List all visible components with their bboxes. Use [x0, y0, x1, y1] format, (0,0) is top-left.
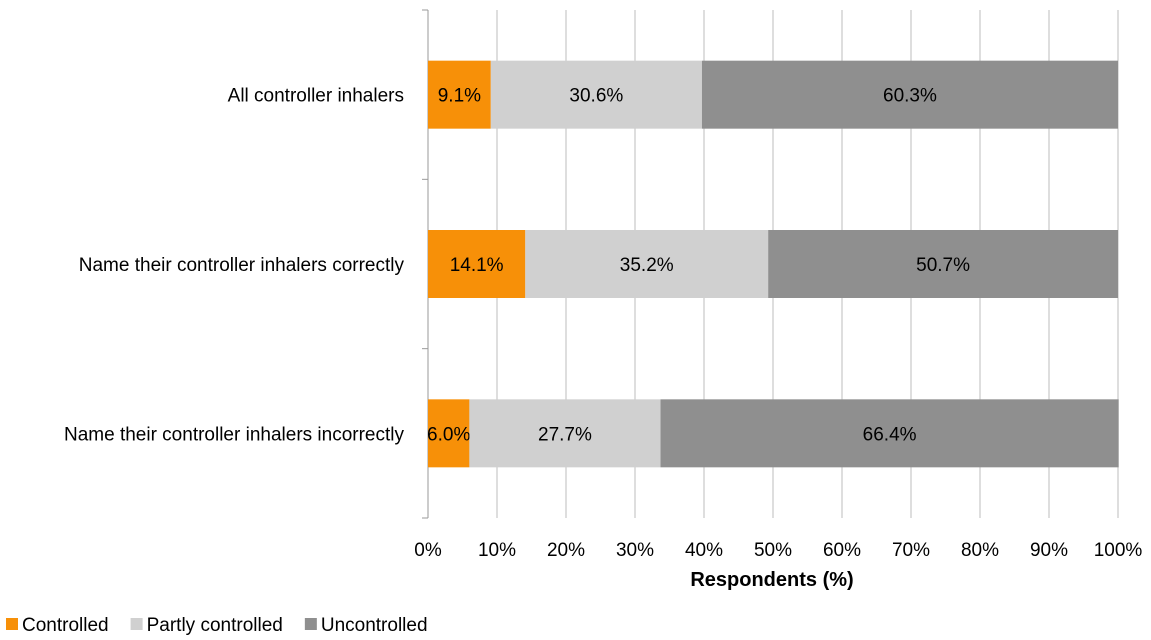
legend-swatch	[130, 618, 143, 630]
bar-uncontrolled	[660, 399, 1119, 468]
bar-uncontrolled	[768, 230, 1118, 298]
data-label: 60.3%	[883, 86, 937, 107]
bar-partly-controlled	[469, 399, 661, 468]
x-tick-label: 100%	[1094, 540, 1143, 561]
data-label: 35.2%	[620, 255, 674, 276]
category-axis-ticks	[422, 9, 428, 519]
x-axis-title: Respondents (%)	[690, 569, 853, 591]
data-label: 6.0%	[427, 424, 470, 445]
legend-swatch	[304, 618, 317, 630]
category-label: Name their controller inhalers incorrect…	[64, 424, 405, 445]
bar-controlled	[428, 60, 491, 129]
x-tick-label: 80%	[961, 540, 999, 561]
data-label: 66.4%	[863, 424, 917, 445]
x-tick-label: 0%	[414, 540, 442, 561]
bar-partly-controlled	[490, 60, 702, 129]
legend-label: Uncontrolled	[321, 615, 428, 636]
legend-label: Partly controlled	[147, 615, 283, 636]
data-label: 27.7%	[538, 424, 592, 445]
category-label: All controller inhalers	[228, 86, 404, 107]
category-label: Name their controller inhalers correctly	[79, 255, 405, 276]
x-tick-label: 60%	[823, 540, 861, 561]
legend-label: Controlled	[22, 615, 109, 636]
x-tick-labels: 0% 10% 20% 30% 40% 50% 60% 70% 80% 90% 100%	[414, 540, 1142, 561]
x-tick-label: 90%	[1030, 540, 1068, 561]
x-tick-label: 50%	[754, 540, 792, 561]
data-label: 30.6%	[569, 86, 623, 107]
data-label: 14.1%	[450, 255, 504, 276]
bar-uncontrolled	[701, 60, 1118, 129]
x-tick-label: 10%	[478, 540, 516, 561]
x-tick-label: 70%	[892, 540, 930, 561]
bar-controlled	[428, 399, 470, 468]
data-label: 9.1%	[438, 86, 481, 107]
x-tick-label: 40%	[685, 540, 723, 561]
data-label: 50.7%	[916, 255, 970, 276]
legend: Controlled Partly controlled Uncontrolled	[6, 615, 428, 636]
x-tick-label: 30%	[616, 540, 654, 561]
bars: 9.1% 30.6% 60.3% 14.1% 35.2% 50.7% 6.0% 27.7% 66…	[427, 60, 1119, 468]
x-tick-label: 20%	[547, 540, 585, 561]
bar-controlled	[428, 230, 526, 298]
bar-partly-controlled	[525, 230, 769, 298]
category-labels: All controller inhalers Name their contro…	[64, 86, 405, 446]
legend-swatch	[6, 618, 18, 630]
